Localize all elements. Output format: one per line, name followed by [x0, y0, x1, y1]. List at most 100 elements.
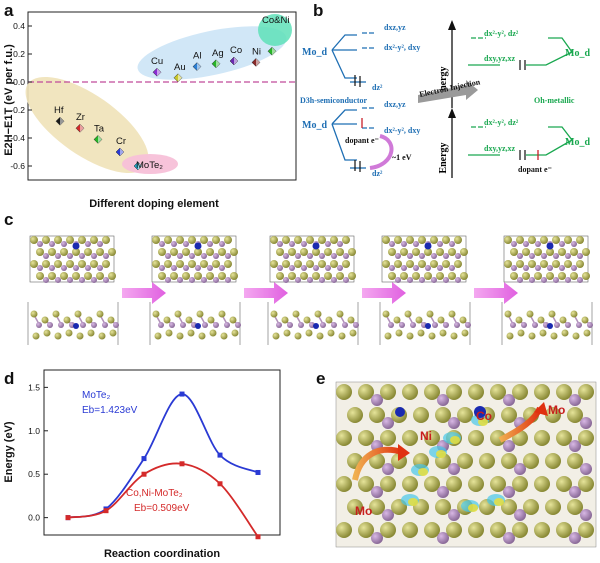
mo-atom-side	[202, 322, 208, 328]
mo-atom-side	[576, 322, 582, 328]
legend-mote2: MoTe₂	[82, 390, 110, 401]
te-atom	[336, 430, 352, 446]
mo-atom	[159, 265, 165, 271]
te-atom-side	[109, 329, 117, 337]
mo-atom	[177, 253, 183, 259]
mo-atom	[577, 253, 583, 259]
dopant-atom	[424, 242, 432, 250]
mo-atom	[541, 277, 547, 283]
mo-atom	[67, 253, 73, 259]
migration-arrow	[352, 446, 403, 481]
te-atom-side	[229, 316, 237, 324]
te-atom-side	[461, 329, 469, 337]
te-atom-side	[316, 332, 324, 340]
te-atom	[194, 248, 202, 256]
te-atom	[556, 476, 572, 492]
mo-d-label-2: Mo_d	[302, 120, 327, 131]
te-atom	[564, 260, 572, 268]
data-point: Co	[229, 45, 242, 66]
mo-atom-side	[47, 322, 53, 328]
te-atom-side	[428, 332, 436, 340]
te-atom	[534, 476, 550, 492]
mo-atom	[43, 253, 49, 259]
ytick-label: -0.6	[10, 161, 25, 171]
te-atom	[412, 248, 420, 256]
mo-atom	[529, 253, 535, 259]
mo-atom	[580, 509, 592, 521]
te-atom	[454, 236, 462, 244]
te-atom-side	[218, 310, 226, 318]
charge-density	[436, 450, 446, 458]
point-marker-shade	[120, 148, 124, 156]
mo-atom	[511, 241, 517, 247]
mo-atom	[382, 509, 394, 521]
te-atom	[212, 260, 220, 268]
te-atom	[96, 248, 104, 256]
te-atom	[446, 476, 462, 492]
mo-atom	[37, 241, 43, 247]
dopant-atom-side	[195, 323, 201, 329]
mo-d-label-1: Mo_d	[302, 47, 327, 58]
panel-a-ylabel: E2H−E1T (eV per f.u.)	[3, 44, 15, 156]
te-atom	[182, 272, 190, 280]
te-atom	[380, 522, 396, 538]
series-line	[67, 462, 259, 538]
dopant-atom	[194, 242, 202, 250]
mo-atom	[171, 265, 177, 271]
te-atom-side	[32, 332, 40, 340]
mo-atom	[514, 509, 526, 521]
te-atom	[523, 453, 539, 469]
te-atom	[442, 236, 450, 244]
te-atom-side	[526, 310, 534, 318]
te-atom	[164, 236, 172, 244]
te-atom	[318, 236, 326, 244]
te-atom	[412, 272, 420, 280]
te-atom	[42, 260, 50, 268]
eb-coni-mote2: Eb=0.509eV	[134, 503, 190, 514]
mo-atom	[547, 265, 553, 271]
te-atom	[424, 272, 432, 280]
mo-atom-side	[465, 322, 471, 328]
te-atom-side	[98, 332, 106, 340]
point-label: Co	[230, 45, 242, 56]
te-atom	[435, 499, 451, 515]
point-marker-shade	[256, 58, 260, 67]
te-atom	[347, 407, 363, 423]
te-atom	[102, 260, 110, 268]
mo-atom	[529, 277, 535, 283]
structure-frame	[267, 235, 359, 345]
te-atom	[545, 499, 561, 515]
te-atom	[188, 236, 196, 244]
te-atom-side	[74, 310, 82, 318]
te-atom	[457, 453, 473, 469]
mo-d-label-3: Mo_d	[565, 48, 590, 59]
point-marker-shade	[234, 57, 238, 65]
mo-atom	[569, 394, 581, 406]
mo-atom	[371, 532, 383, 544]
te-atom	[582, 248, 590, 256]
mo-atom	[431, 253, 437, 259]
point-label: Hf	[54, 105, 64, 116]
mo-atom	[437, 241, 443, 247]
te-atom	[42, 236, 50, 244]
panel-c-label: c	[4, 210, 13, 229]
mo-atom	[401, 241, 407, 247]
level-rt-2: dxy,yz,xz	[484, 54, 516, 63]
mo-atom	[189, 253, 195, 259]
mo-atom-side	[510, 322, 516, 328]
mo-atom	[85, 241, 91, 247]
point-marker-shade	[216, 59, 220, 68]
te-atom-side	[187, 329, 195, 337]
te-atom	[170, 272, 178, 280]
te-atom	[418, 236, 426, 244]
group-label-mote2: MoTe₂	[136, 160, 163, 171]
te-atom	[468, 476, 484, 492]
te-atom	[158, 248, 166, 256]
te-atom	[90, 236, 98, 244]
te-atom	[96, 272, 104, 280]
mo-atom	[569, 532, 581, 544]
mo-atom	[207, 265, 213, 271]
te-atom-side	[448, 310, 456, 318]
te-atom-side	[417, 329, 425, 337]
te-atom-side	[30, 310, 38, 318]
